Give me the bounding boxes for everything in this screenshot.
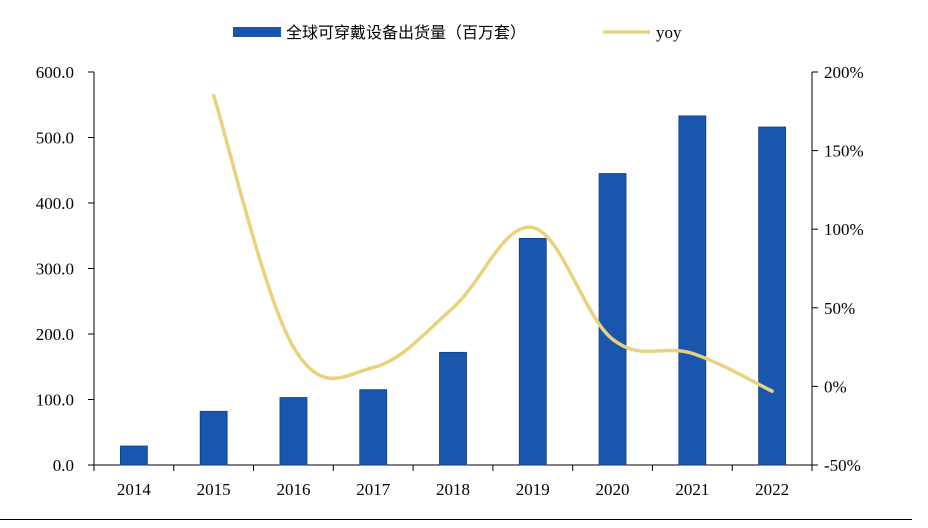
right-y-tick-label: 150% xyxy=(824,142,864,161)
yoy-line xyxy=(211,93,774,393)
left-y-tick-label: 600.0 xyxy=(36,63,74,82)
legend-bar-swatch xyxy=(233,27,281,37)
x-axis-labels: 2014 2015 2016 2017 2018 2019 2020 2021 2022 xyxy=(117,480,789,499)
right-y-tick-label: 100% xyxy=(824,220,864,239)
right-y-tick-label: 200% xyxy=(824,63,864,82)
x-tick-label: 2015 xyxy=(197,480,231,499)
bar-2015 xyxy=(199,410,228,466)
left-y-tick-label: 400.0 xyxy=(36,194,74,213)
x-tick-label: 2020 xyxy=(596,480,630,499)
legend-line-label: yoy xyxy=(656,23,682,42)
x-tick-label: 2018 xyxy=(436,480,470,499)
yoy-line-series xyxy=(211,93,774,393)
bar-2019 xyxy=(518,237,547,466)
legend-bar-label: 全球可穿戴设备出货量（百万套） xyxy=(286,23,526,42)
left-y-tick-label: 300.0 xyxy=(36,260,74,279)
bar-2017 xyxy=(359,389,388,466)
bar-2022 xyxy=(758,126,787,466)
bar-2016 xyxy=(279,397,308,466)
right-y-tick-label: 0% xyxy=(824,377,847,396)
x-tick-label: 2016 xyxy=(276,480,310,499)
right-y-tick-label: 50% xyxy=(824,299,855,318)
axes: 0.0 100.0 200.0 300.0 400.0 500.0 600.0 -50% 0% 5… xyxy=(36,63,864,475)
left-y-tick-label: 200.0 xyxy=(36,325,74,344)
bar-2020 xyxy=(598,173,627,466)
bar-2018 xyxy=(439,351,467,466)
legend: 全球可穿戴设备出货量（百万套） yoy xyxy=(233,23,682,42)
x-tick-label: 2021 xyxy=(675,480,709,499)
left-y-tick-label: 0.0 xyxy=(53,456,74,475)
x-tick-label: 2019 xyxy=(516,480,550,499)
x-tick-label: 2017 xyxy=(356,480,391,499)
bar-2014 xyxy=(119,445,148,466)
x-tick-label: 2014 xyxy=(117,480,152,499)
footer-divider xyxy=(0,519,912,520)
x-tick-label: 2022 xyxy=(755,480,789,499)
bar-2021 xyxy=(678,115,707,466)
right-y-tick-label: -50% xyxy=(824,456,861,475)
left-y-tick-label: 100.0 xyxy=(36,391,74,410)
bars xyxy=(119,115,787,466)
left-y-tick-label: 500.0 xyxy=(36,129,74,148)
